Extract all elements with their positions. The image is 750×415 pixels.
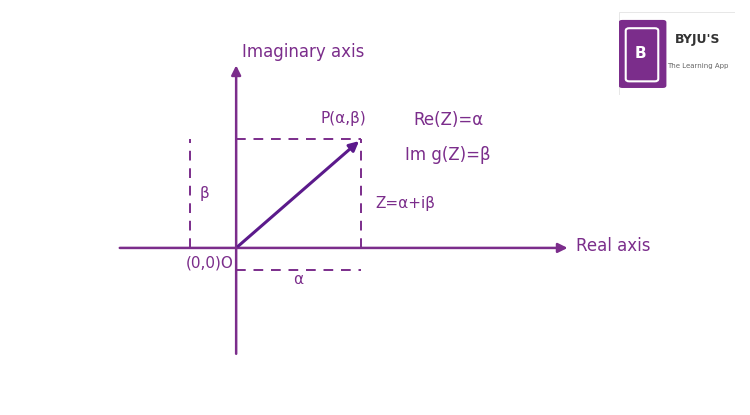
FancyBboxPatch shape [626, 28, 658, 81]
Text: (0,0)O: (0,0)O [185, 256, 233, 271]
Text: Imaginary axis: Imaginary axis [242, 43, 364, 61]
Text: α: α [293, 272, 304, 287]
Text: Re(Z)=α: Re(Z)=α [413, 111, 484, 129]
Text: The Learning App: The Learning App [667, 63, 728, 69]
FancyBboxPatch shape [619, 20, 667, 88]
Text: Im g(Z)=β: Im g(Z)=β [405, 146, 490, 164]
Text: Z=α+iβ: Z=α+iβ [376, 196, 436, 211]
Text: B: B [634, 46, 646, 61]
Text: Real axis: Real axis [576, 237, 651, 255]
FancyBboxPatch shape [619, 12, 735, 95]
Text: BYJU'S: BYJU'S [675, 32, 721, 46]
Text: β: β [200, 186, 209, 201]
Text: P(α,β): P(α,β) [321, 112, 367, 127]
